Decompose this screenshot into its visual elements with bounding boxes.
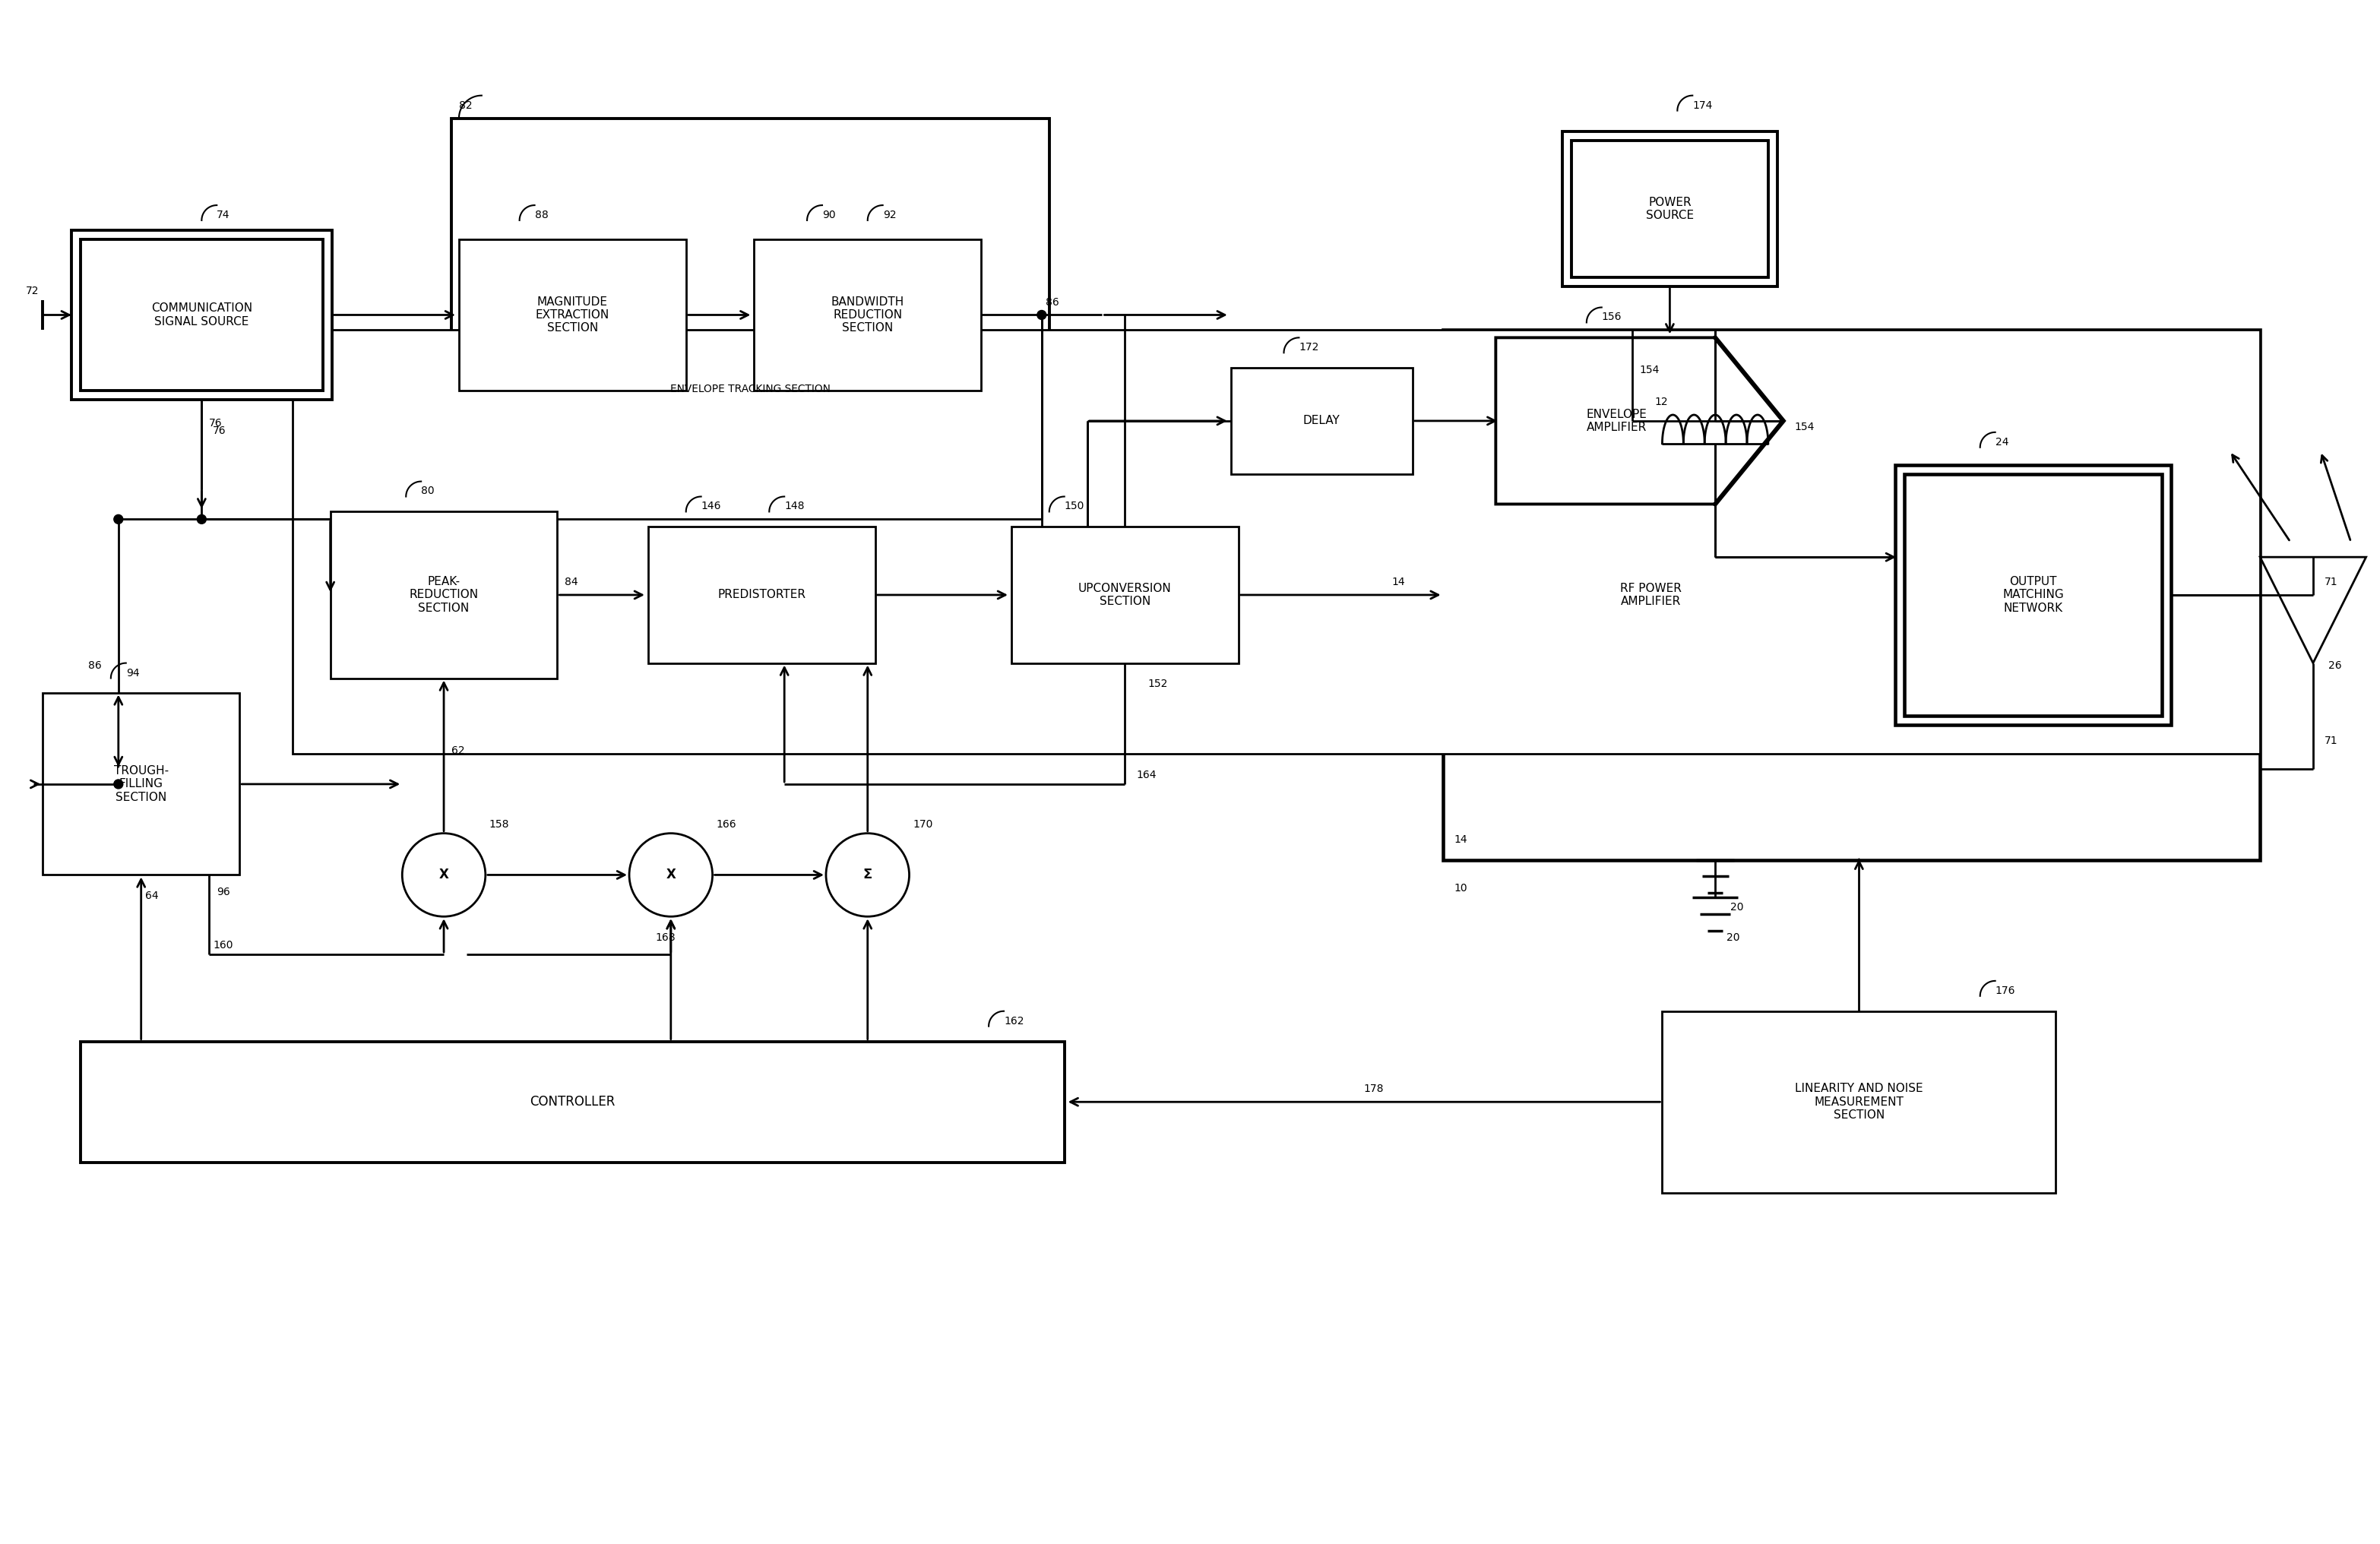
- Text: POWER
SOURCE: POWER SOURCE: [1647, 196, 1695, 221]
- Bar: [331, 511, 557, 678]
- Bar: [1894, 465, 2171, 726]
- Text: RF POWER
AMPLIFIER: RF POWER AMPLIFIER: [1621, 582, 1683, 607]
- Bar: [1904, 474, 2161, 716]
- Text: Σ: Σ: [864, 868, 873, 882]
- Text: 160: 160: [212, 940, 233, 951]
- Circle shape: [198, 514, 207, 523]
- Bar: [71, 230, 331, 400]
- Text: 10: 10: [1454, 883, 1468, 894]
- Bar: [81, 1041, 1064, 1163]
- Text: 96: 96: [217, 886, 231, 897]
- Text: 26: 26: [2328, 659, 2342, 670]
- Text: 158: 158: [490, 818, 509, 829]
- Text: 168: 168: [657, 933, 676, 943]
- Text: 90: 90: [821, 210, 835, 221]
- Circle shape: [114, 514, 124, 523]
- Text: UPCONVERSION
SECTION: UPCONVERSION SECTION: [1078, 582, 1171, 607]
- Bar: [43, 693, 240, 875]
- Text: 76: 76: [209, 418, 224, 428]
- Text: 80: 80: [421, 486, 436, 497]
- Text: MAGNITUDE
EXTRACTION
SECTION: MAGNITUDE EXTRACTION SECTION: [536, 296, 609, 334]
- Text: 74: 74: [217, 210, 231, 221]
- Text: 164: 164: [1135, 770, 1157, 780]
- Bar: [1571, 141, 1768, 276]
- Text: 12: 12: [1654, 397, 1668, 408]
- Text: 152: 152: [1147, 679, 1169, 690]
- Text: 20: 20: [1725, 933, 1740, 943]
- Text: 174: 174: [1692, 100, 1714, 111]
- Bar: [81, 239, 324, 391]
- Text: ENVELOPE
AMPLIFIER: ENVELOPE AMPLIFIER: [1587, 409, 1647, 434]
- Text: 64: 64: [145, 891, 159, 902]
- Text: 82: 82: [459, 100, 471, 111]
- Text: 148: 148: [785, 502, 804, 511]
- Text: 178: 178: [1364, 1084, 1383, 1095]
- Text: LINEARITY AND NOISE
MEASUREMENT
SECTION: LINEARITY AND NOISE MEASUREMENT SECTION: [1795, 1082, 1923, 1121]
- Text: 71: 71: [2325, 577, 2337, 587]
- Text: 76: 76: [212, 426, 226, 435]
- Bar: [1561, 131, 1778, 286]
- Text: DELAY: DELAY: [1304, 415, 1340, 426]
- Text: 20: 20: [1730, 902, 1745, 913]
- Text: COMMUNICATION
SIGNAL SOURCE: COMMUNICATION SIGNAL SOURCE: [150, 303, 252, 327]
- Text: OUTPUT
MATCHING
NETWORK: OUTPUT MATCHING NETWORK: [2002, 576, 2063, 615]
- Text: 71: 71: [2325, 735, 2337, 746]
- Text: 146: 146: [702, 502, 721, 511]
- Bar: [1230, 367, 1411, 474]
- Circle shape: [1038, 310, 1047, 320]
- Text: TROUGH-
FILLING
SECTION: TROUGH- FILLING SECTION: [114, 766, 169, 803]
- Bar: [1661, 1011, 2056, 1192]
- Text: PEAK-
REDUCTION
SECTION: PEAK- REDUCTION SECTION: [409, 576, 478, 615]
- Text: 176: 176: [1994, 985, 2016, 996]
- Text: 156: 156: [1602, 312, 1621, 323]
- Text: 72: 72: [26, 286, 38, 296]
- Text: PREDISTORTER: PREDISTORTER: [719, 590, 807, 601]
- Text: 14: 14: [1392, 577, 1404, 587]
- Circle shape: [114, 780, 124, 789]
- Text: X: X: [438, 868, 450, 882]
- Text: 94: 94: [126, 667, 140, 678]
- Text: 24: 24: [1994, 437, 2009, 448]
- Bar: [293, 330, 2261, 753]
- Text: 84: 84: [564, 577, 578, 587]
- Text: 86: 86: [88, 659, 102, 670]
- Text: ENVELOPE TRACKING SECTION: ENVELOPE TRACKING SECTION: [671, 384, 831, 394]
- Bar: [754, 239, 981, 391]
- Text: X: X: [666, 868, 676, 882]
- Bar: [1442, 330, 2261, 860]
- Text: 62: 62: [452, 746, 464, 755]
- Text: 172: 172: [1299, 343, 1319, 352]
- Polygon shape: [1495, 338, 1783, 505]
- Text: 154: 154: [1795, 422, 1814, 432]
- Text: 14: 14: [1454, 834, 1468, 845]
- Text: 166: 166: [716, 818, 735, 829]
- Text: CONTROLLER: CONTROLLER: [531, 1095, 614, 1109]
- Bar: [452, 119, 1050, 422]
- Text: 170: 170: [914, 818, 933, 829]
- Text: 150: 150: [1064, 502, 1085, 511]
- Text: BANDWIDTH
REDUCTION
SECTION: BANDWIDTH REDUCTION SECTION: [831, 296, 904, 334]
- Text: 92: 92: [883, 210, 897, 221]
- Text: 88: 88: [536, 210, 547, 221]
- Text: 86: 86: [1045, 296, 1059, 307]
- Text: 162: 162: [1004, 1016, 1023, 1027]
- Bar: [459, 239, 685, 391]
- Text: 154: 154: [1640, 364, 1659, 375]
- Bar: [1012, 527, 1238, 662]
- Bar: [647, 527, 876, 662]
